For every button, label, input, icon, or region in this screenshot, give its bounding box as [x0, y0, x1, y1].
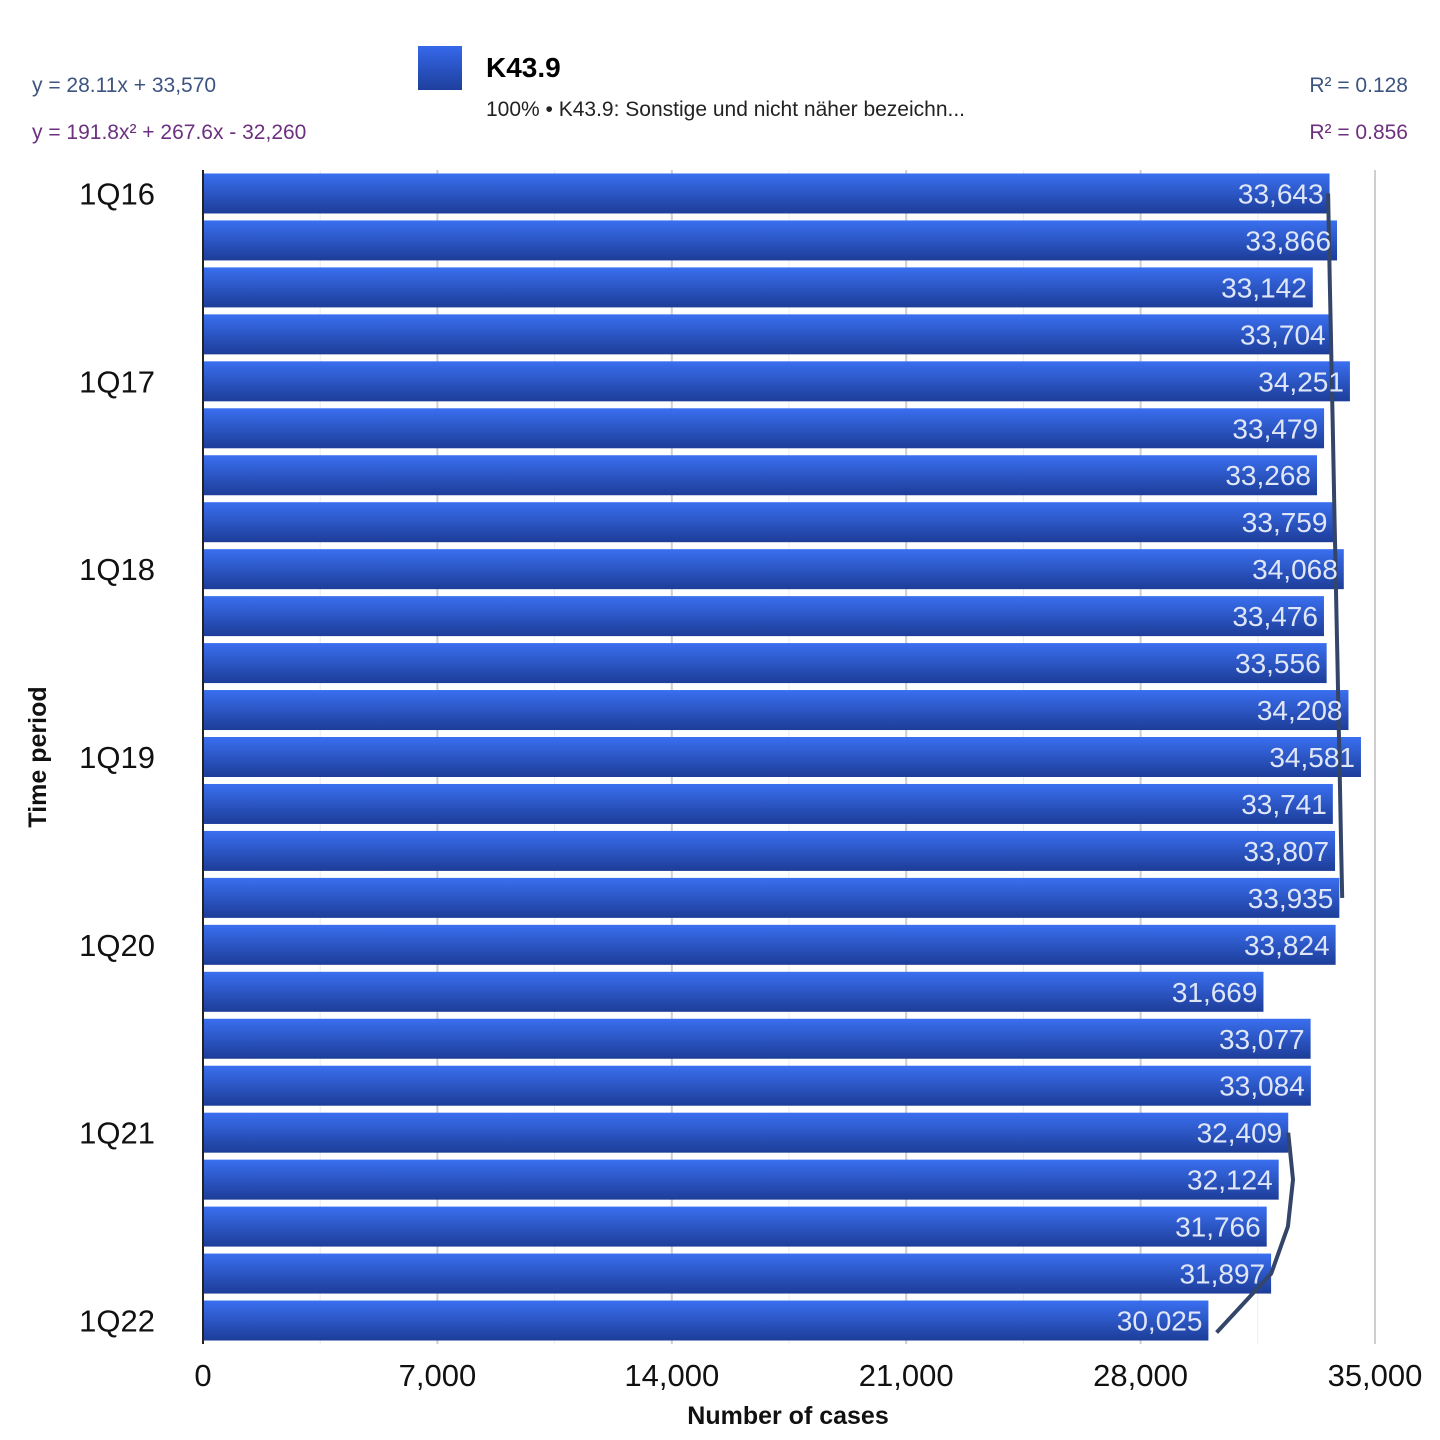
quadratic-trend-r2: R² = 0.856 — [1309, 121, 1408, 144]
bar-value-label: 33,084 — [1219, 1071, 1305, 1102]
bar — [204, 1206, 1267, 1247]
bar-value-label: 33,704 — [1240, 319, 1326, 350]
linear-trend-r2: R² = 0.128 — [1309, 74, 1408, 97]
y-axis-title: Time period — [24, 686, 52, 827]
bar-value-label: 33,866 — [1245, 225, 1331, 256]
labels: 0 7,000 14,000 21,000 28,000 35,000 33,643 1Q16… — [79, 176, 1422, 1393]
bar — [204, 220, 1338, 261]
bar — [204, 830, 1336, 871]
bar-value-label: 31,669 — [1172, 977, 1258, 1008]
bar — [204, 314, 1332, 355]
bar — [204, 690, 1349, 731]
bar — [204, 737, 1361, 777]
bar-value-label: 33,935 — [1248, 883, 1334, 914]
bar-value-label: 34,068 — [1252, 554, 1338, 585]
bar — [204, 877, 1340, 918]
quadratic-trendline — [1215, 1132, 1295, 1334]
legend-subtitle: 100% • K43.9: Sonstige und nicht näher b… — [486, 98, 966, 121]
bar — [204, 596, 1324, 637]
bar-value-label: 33,759 — [1242, 507, 1328, 538]
bar — [204, 1253, 1272, 1294]
y-category-label: 1Q19 — [79, 740, 155, 775]
bar — [204, 361, 1350, 402]
bar-value-label: 33,741 — [1241, 789, 1327, 820]
x-tick-label: 14,000 — [624, 1358, 719, 1393]
bar — [204, 924, 1336, 965]
bar-value-label: 33,479 — [1232, 413, 1318, 444]
x-tick-label: 7,000 — [399, 1358, 477, 1393]
y-category-label: 1Q17 — [79, 364, 155, 399]
bar-value-label: 33,268 — [1225, 460, 1311, 491]
linear-trendline — [1326, 193, 1345, 898]
bar — [204, 1018, 1311, 1059]
bar — [204, 502, 1334, 543]
bar-value-label: 31,897 — [1179, 1259, 1265, 1290]
y-category-label: 1Q18 — [79, 552, 155, 587]
bar-value-label: 33,142 — [1221, 272, 1307, 303]
bar-value-label: 33,807 — [1243, 836, 1329, 867]
bar — [204, 1112, 1289, 1153]
legend-series-name: K43.9 — [486, 52, 561, 83]
bar-value-label: 33,556 — [1235, 648, 1321, 679]
bar-value-label: 31,766 — [1175, 1212, 1261, 1243]
bar — [204, 549, 1344, 590]
bar-value-label: 34,581 — [1269, 742, 1355, 773]
bar — [204, 1065, 1311, 1106]
bar-value-label: 34,208 — [1257, 695, 1343, 726]
bar — [204, 783, 1333, 824]
quadratic-trend-equation: y = 191.8x² + 267.6x - 32,260 — [32, 121, 307, 144]
bar — [204, 971, 1264, 1012]
bar — [204, 173, 1330, 214]
bar — [204, 643, 1327, 684]
bar — [204, 1300, 1209, 1341]
bar — [204, 408, 1325, 449]
y-category-label: 1Q22 — [79, 1304, 155, 1339]
bar-value-label: 32,409 — [1197, 1118, 1283, 1149]
bar — [204, 1159, 1279, 1200]
bar — [204, 455, 1318, 496]
y-category-label: 1Q16 — [79, 176, 155, 211]
bar-value-label: 33,824 — [1244, 930, 1330, 961]
trendlines — [1215, 193, 1345, 1334]
x-tick-label: 21,000 — [859, 1358, 954, 1393]
linear-trend-equation: y = 28.11x + 33,570 — [32, 74, 217, 97]
x-axis-title: Number of cases — [687, 1402, 888, 1430]
bars — [204, 173, 1361, 1341]
bar-value-label: 32,124 — [1187, 1165, 1273, 1196]
y-category-label: 1Q21 — [79, 1116, 155, 1151]
bar-value-label: 33,077 — [1219, 1024, 1305, 1055]
x-tick-label: 35,000 — [1328, 1358, 1423, 1393]
bar-value-label: 34,251 — [1258, 366, 1344, 397]
bar-value-label: 33,643 — [1238, 178, 1324, 209]
x-tick-label: 0 — [194, 1358, 211, 1393]
bar-value-label: 30,025 — [1117, 1306, 1203, 1337]
legend-swatch — [418, 46, 462, 90]
y-category-label: 1Q20 — [79, 928, 155, 963]
bar — [204, 267, 1313, 308]
bar-value-label: 33,476 — [1232, 601, 1318, 632]
x-tick-label: 28,000 — [1093, 1358, 1188, 1393]
